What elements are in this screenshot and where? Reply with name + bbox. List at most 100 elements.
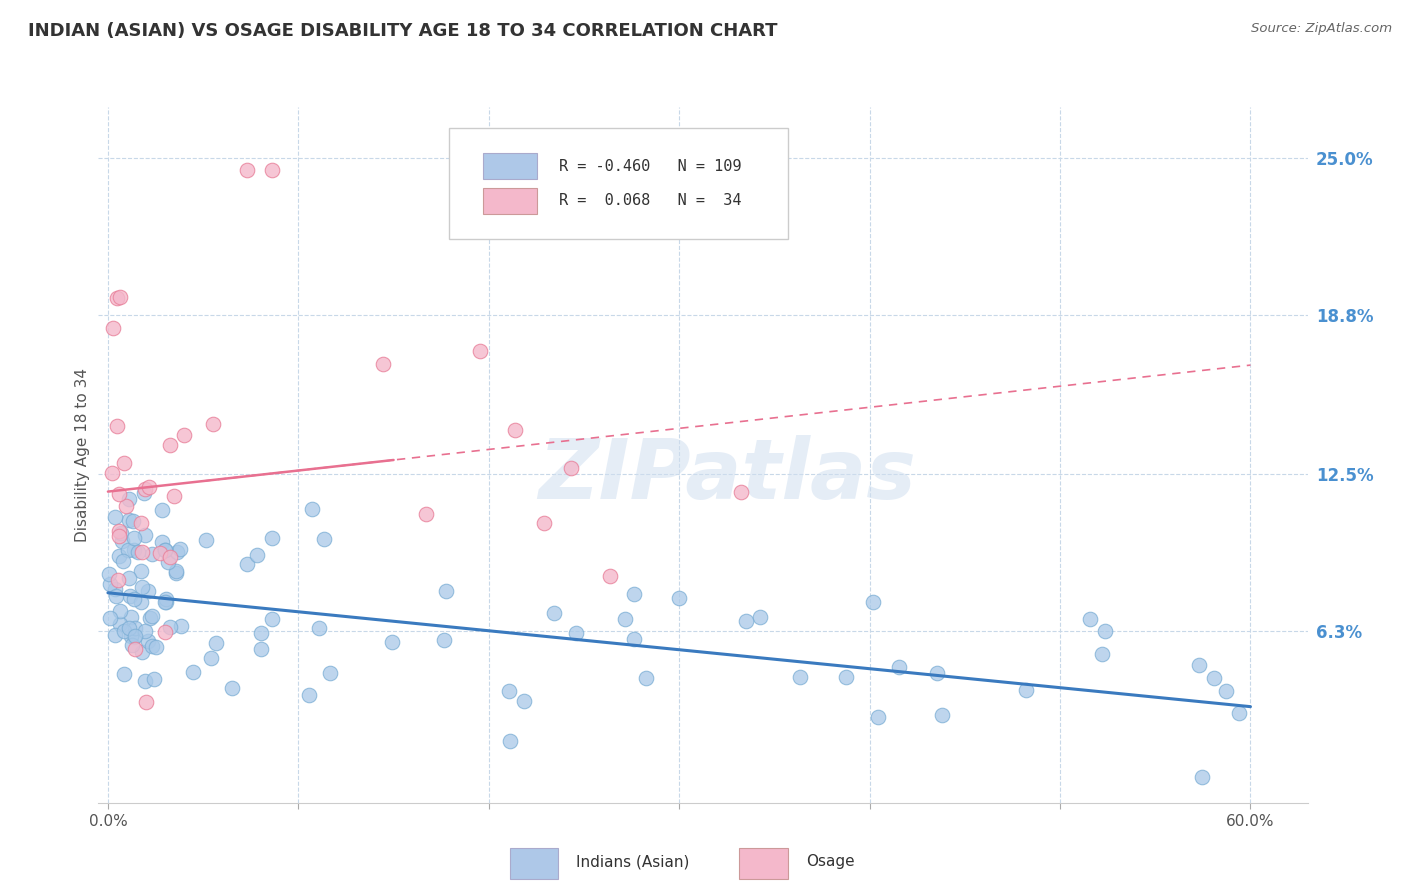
Point [124,621,146,635]
Point [110,604,132,618]
Point [156,555,179,569]
Point [129,564,152,578]
Point [202,417,225,432]
Text: Indians (Asian): Indians (Asian) [576,855,689,870]
Point [533,516,555,530]
Point [931,707,953,722]
Point [308,621,330,635]
Point [108,487,131,501]
Point [434,584,457,599]
Point [108,617,131,632]
Point [105,291,128,305]
Point [1090,647,1112,661]
Point [120,609,142,624]
Point [735,614,758,628]
Point [135,695,157,709]
Point [104,628,127,642]
Point [98,566,121,581]
Point [141,639,163,653]
Point [503,424,526,438]
Point [1015,682,1038,697]
Point [153,595,176,609]
Point [145,640,167,654]
Point [560,461,582,475]
Point [104,589,127,603]
Point [260,531,283,545]
Point [120,629,142,643]
Bar [740,848,787,880]
Point [314,533,336,547]
Text: R = -0.460   N = 109: R = -0.460 N = 109 [560,159,741,174]
Text: ZIPatlas: ZIPatlas [538,435,917,516]
Text: R =  0.068   N =  34: R = 0.068 N = 34 [560,194,741,209]
Point [111,554,134,568]
Point [153,542,176,557]
Point [159,437,181,451]
Point [107,418,129,433]
Point [166,544,188,558]
Point [108,290,131,304]
Point [498,684,520,698]
Point [131,580,153,594]
Point [319,665,342,680]
Point [260,612,283,626]
Point [925,666,948,681]
Point [415,507,437,521]
Point [200,650,222,665]
Point [169,542,191,557]
Text: INDIAN (ASIAN) VS OSAGE DISABILITY AGE 18 TO 34 CORRELATION CHART: INDIAN (ASIAN) VS OSAGE DISABILITY AGE 1… [28,22,778,40]
Point [141,609,163,624]
Point [124,629,146,643]
Point [114,499,136,513]
Point [104,509,127,524]
Point [1202,671,1225,685]
Point [512,694,534,708]
Point [221,681,243,695]
Point [98,577,121,591]
Point [889,660,911,674]
Y-axis label: Disability Age 18 to 34: Disability Age 18 to 34 [75,368,90,542]
Point [110,525,132,540]
Point [124,641,146,656]
Point [565,625,588,640]
Point [108,549,131,564]
Point [129,595,152,609]
Point [1191,771,1213,785]
Point [131,545,153,559]
FancyBboxPatch shape [449,128,787,239]
Point [118,571,141,585]
Point [150,503,173,517]
Point [100,467,122,481]
Point [245,548,267,562]
Point [155,542,177,557]
Point [112,666,135,681]
Point [141,547,163,561]
Point [112,456,135,470]
Point [381,635,404,649]
Text: Source: ZipAtlas.com: Source: ZipAtlas.com [1251,22,1392,36]
Point [121,638,143,652]
Point [104,582,127,597]
Point [122,591,145,606]
Point [165,564,187,578]
Point [118,492,141,507]
Point [170,619,193,633]
Point [1188,657,1211,672]
Point [1215,684,1237,698]
Point [181,665,204,679]
Point [112,624,135,639]
Point [599,569,621,583]
Point [250,641,273,656]
Point [117,513,139,527]
Point [107,573,129,587]
Point [433,632,456,647]
Point [153,625,176,640]
Point [120,589,142,603]
Text: Osage: Osage [806,855,855,870]
Point [132,485,155,500]
Point [789,670,811,684]
Point [205,635,228,649]
Point [249,626,271,640]
Point [134,624,156,639]
Point [103,321,125,335]
